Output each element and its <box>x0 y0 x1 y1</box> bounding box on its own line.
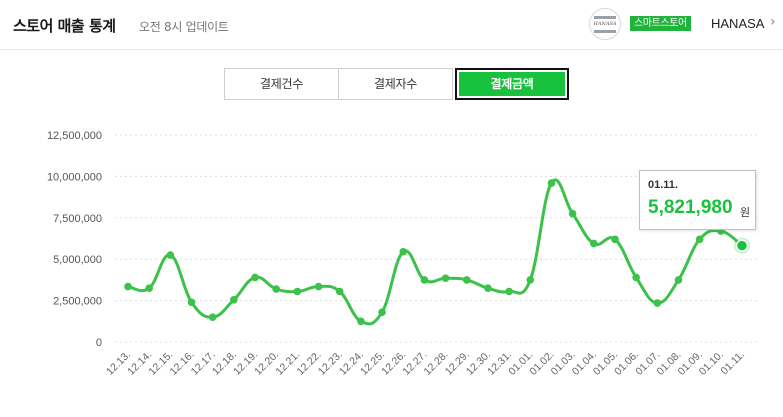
data-point[interactable] <box>547 179 556 187</box>
data-point[interactable] <box>611 235 619 244</box>
y-tick-label: 0 <box>96 337 102 349</box>
y-tick-label: 2,500,000 <box>53 296 102 308</box>
data-point[interactable] <box>230 295 238 304</box>
data-point[interactable] <box>124 282 132 291</box>
grid-layer <box>115 134 760 343</box>
data-point[interactable] <box>251 273 259 282</box>
data-point[interactable] <box>166 251 175 259</box>
y-tick-label: 7,500,000 <box>53 213 102 225</box>
data-point-highlighted[interactable] <box>735 239 749 252</box>
data-point[interactable] <box>568 209 577 218</box>
data-point[interactable] <box>695 235 704 244</box>
data-point[interactable] <box>632 273 640 282</box>
data-point[interactable] <box>187 298 196 307</box>
logo-stripe <box>594 16 616 19</box>
update-time-label: 오전 8시 업데이트 <box>139 20 229 34</box>
store-logo[interactable]: HANASA <box>589 8 621 40</box>
tab-payment-count[interactable]: 결제건수 <box>224 68 339 100</box>
data-point[interactable] <box>462 276 471 284</box>
data-point[interactable] <box>272 285 281 293</box>
y-axis: 12,500,000 10,000,000 7,500,000 5,000,000 2,… <box>47 130 102 349</box>
data-point[interactable] <box>505 287 513 296</box>
tooltip-date: 01.11. <box>648 179 678 191</box>
x-tick-label: 01.11. <box>719 349 748 378</box>
tooltip-unit: 원 <box>740 206 751 219</box>
data-point[interactable] <box>589 239 598 248</box>
y-tick-label: 5,000,000 <box>53 254 102 266</box>
data-point[interactable] <box>526 276 535 284</box>
tooltip-value: 5,821,980 <box>648 197 733 218</box>
page-title: 스토어 매출 통계 <box>13 17 116 35</box>
data-point[interactable] <box>335 287 344 296</box>
metric-tabs: 결제건수 결제자수 결제금액 <box>224 68 569 100</box>
y-tick-label: 12,500,000 <box>47 130 102 142</box>
store-name-link[interactable]: HANASA <box>711 16 765 31</box>
chevron-right-icon[interactable]: › <box>770 14 776 30</box>
logo-stripe <box>594 30 616 33</box>
data-point[interactable] <box>145 284 153 292</box>
data-point[interactable] <box>314 282 323 291</box>
smartstore-badge: 스마트스토어 <box>630 16 691 31</box>
tab-payment-amount[interactable]: 결제금액 <box>455 68 569 100</box>
y-tick-label: 10,000,000 <box>47 171 102 183</box>
data-point[interactable] <box>399 247 408 256</box>
page-header: 스토어 매출 통계 오전 8시 업데이트 HANASA 스마트스토어 HANAS… <box>0 0 783 50</box>
data-point[interactable] <box>293 287 302 296</box>
chart-tooltip: 01.11. 5,821,980 원 <box>639 170 756 230</box>
data-point[interactable] <box>420 276 429 284</box>
data-point[interactable] <box>378 308 386 316</box>
data-point[interactable] <box>441 274 450 283</box>
x-axis: 12.13.12.14.12.15.12.16.12.17.12.18.12.1… <box>104 349 747 378</box>
tab-payer-count[interactable]: 결제자수 <box>338 68 453 100</box>
data-point[interactable] <box>484 284 492 292</box>
data-point[interactable] <box>357 317 365 326</box>
x-tick-label: 01.10. <box>697 349 726 378</box>
data-point[interactable] <box>653 299 662 307</box>
data-point[interactable] <box>208 313 217 321</box>
data-point[interactable] <box>674 276 683 284</box>
store-logo-text: HANASA <box>593 21 617 27</box>
